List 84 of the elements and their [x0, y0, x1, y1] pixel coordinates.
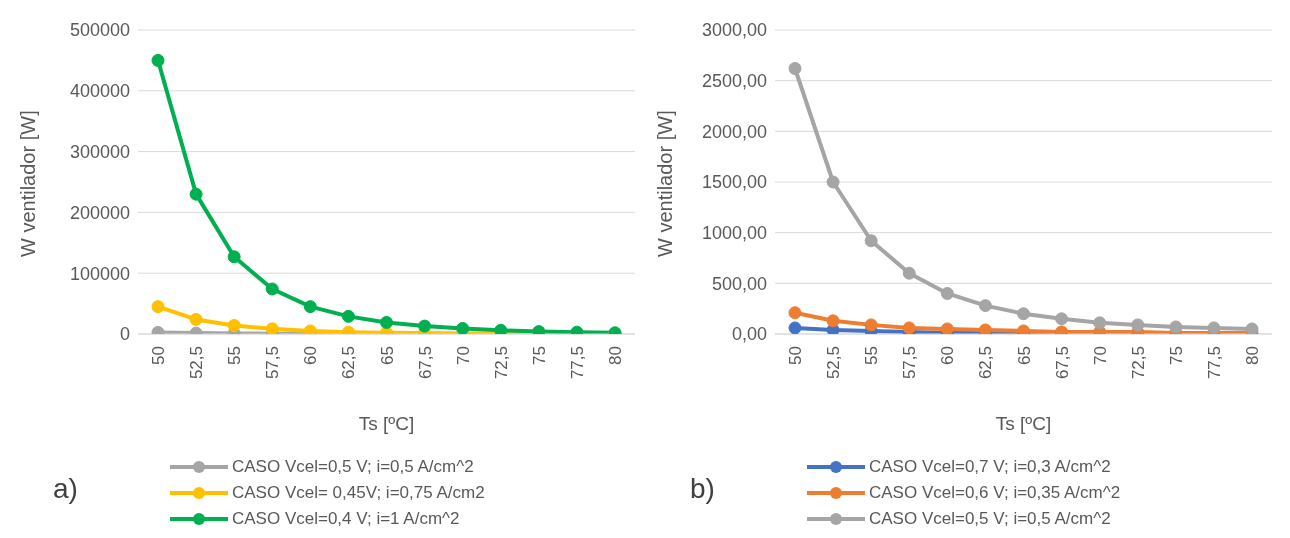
point — [380, 315, 393, 329]
point — [227, 250, 241, 264]
point — [788, 62, 802, 76]
point — [902, 266, 916, 280]
point — [189, 187, 203, 201]
point — [864, 234, 878, 248]
x-tick-label: 65 — [1014, 346, 1034, 365]
x-tick-label: 55 — [225, 346, 245, 365]
y-axis-title: W ventilador [W] — [654, 110, 677, 257]
point — [1169, 320, 1183, 334]
point — [940, 286, 954, 300]
legend-label: CASO Vcel=0,7 V; i=0,3 A/cm^2 — [869, 456, 1111, 478]
y-axis-title: W ventilador [W] — [17, 110, 40, 257]
point — [1017, 307, 1030, 321]
point — [303, 300, 317, 314]
legend-label: CASO Vcel=0,4 V; i=1 A/cm^2 — [232, 508, 460, 530]
x-tick-label: 65 — [377, 346, 397, 365]
point — [265, 282, 279, 296]
point — [788, 321, 802, 334]
y-tick-label: 1000,00 — [701, 223, 767, 244]
point — [189, 312, 203, 326]
point — [151, 53, 165, 67]
x-tick-label: 57,5 — [263, 346, 283, 380]
x-tick-label: 67,5 — [1052, 346, 1072, 380]
y-tick-label: 500000 — [69, 20, 130, 41]
point — [826, 175, 840, 189]
x-tick-label: 62,5 — [976, 346, 996, 380]
x-tick-label: 50 — [149, 346, 169, 365]
x-tick-label: 52,5 — [187, 346, 207, 380]
point — [1093, 316, 1107, 330]
x-tick-label: 72,5 — [1128, 346, 1148, 380]
y-tick-label: 3000,00 — [701, 20, 767, 41]
x-tick-label: 77,5 — [567, 346, 587, 380]
y-tick-label: 400000 — [69, 81, 130, 102]
point — [227, 318, 241, 332]
point — [418, 319, 432, 333]
legend-label: CASO Vcel= 0,45V; i=0,75 A/cm2 — [232, 482, 485, 504]
x-tick-label: 77,5 — [1204, 346, 1224, 380]
x-tick-label: 60 — [938, 346, 958, 365]
x-tick-label: 80 — [606, 346, 626, 365]
text: a) — [53, 473, 78, 505]
text: b) — [690, 473, 715, 505]
legend-label: CASO Vcel=0,6 V; i=0,35 A/cm^2 — [869, 482, 1121, 504]
point — [151, 300, 165, 314]
x-tick-label: 75 — [1166, 346, 1186, 365]
y-tick-label: 0 — [119, 324, 130, 345]
point — [864, 318, 878, 332]
point — [902, 321, 916, 334]
point — [826, 314, 840, 328]
x-tick-label: 60 — [301, 346, 321, 365]
legend-label: CASO Vcel=0,5 V; i=0,5 A/cm^2 — [232, 456, 474, 478]
y-tick-label: 2500,00 — [701, 71, 767, 92]
point — [978, 299, 992, 313]
point — [1245, 322, 1259, 334]
point — [265, 322, 279, 334]
y-tick-label: 2000,00 — [701, 121, 767, 142]
x-axis-title: Ts [ºC] — [995, 413, 1052, 434]
x-tick-label: 50 — [786, 346, 806, 365]
y-tick-label: 1500,00 — [701, 172, 767, 193]
x-tick-label: 55 — [862, 346, 882, 365]
x-tick-label: 72,5 — [491, 346, 511, 380]
x-tick-label: 80 — [1243, 346, 1263, 365]
x-tick-label: 62,5 — [339, 346, 359, 380]
y-tick-label: 0,00 — [731, 324, 767, 345]
x-tick-label: 75 — [529, 346, 549, 365]
y-tick-label: 300000 — [69, 141, 130, 162]
point — [1055, 312, 1069, 326]
x-tick-label: 70 — [453, 346, 473, 365]
x-tick-label: 52,5 — [824, 346, 844, 380]
y-tick-label: 500,00 — [711, 273, 767, 294]
x-axis-title: Ts [ºC] — [358, 413, 415, 434]
point — [940, 322, 954, 334]
x-tick-label: 67,5 — [415, 346, 435, 380]
point — [788, 306, 802, 320]
point — [1131, 318, 1145, 332]
point — [341, 309, 355, 323]
y-tick-label: 100000 — [69, 263, 130, 284]
point — [494, 323, 508, 334]
point — [456, 322, 470, 334]
x-tick-label: 70 — [1090, 346, 1110, 365]
point — [1207, 321, 1221, 334]
x-tick-label: 57,5 — [900, 346, 920, 380]
y-tick-label: 200000 — [69, 202, 130, 223]
legend-label: CASO Vcel=0,5 V; i=0,5 A/cm^2 — [869, 508, 1111, 530]
